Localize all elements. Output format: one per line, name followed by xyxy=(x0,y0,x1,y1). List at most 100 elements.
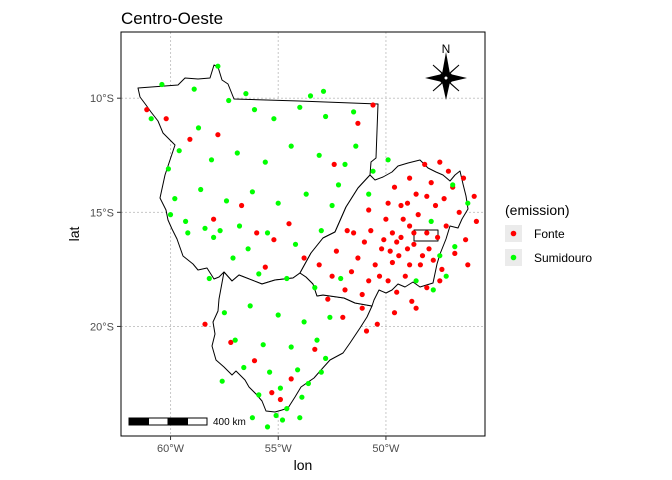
point-sumidouro xyxy=(353,143,359,149)
point-fonte xyxy=(361,239,367,245)
y-tick-label: 15°S xyxy=(90,207,114,219)
point-sumidouro xyxy=(267,369,273,375)
point-sumidouro xyxy=(247,303,253,309)
point-sumidouro xyxy=(450,182,456,188)
point-fonte xyxy=(435,234,441,240)
point-fonte xyxy=(325,296,331,302)
point-fonte xyxy=(271,237,277,243)
point-sumidouro xyxy=(327,314,333,320)
point-fonte xyxy=(407,262,413,268)
point-fonte xyxy=(385,278,391,284)
point-sumidouro xyxy=(159,81,165,88)
point-sumidouro xyxy=(275,200,281,206)
point-fonte xyxy=(441,196,447,202)
point-sumidouro xyxy=(195,125,202,131)
point-sumidouro xyxy=(288,143,294,149)
point-fonte xyxy=(355,120,361,126)
point-fonte xyxy=(428,180,434,186)
scale-segment xyxy=(167,417,188,426)
point-sumidouro xyxy=(465,200,471,206)
point-fonte xyxy=(344,228,350,234)
point-fonte xyxy=(460,175,467,181)
point-fonte xyxy=(437,278,443,284)
point-fonte xyxy=(202,321,208,327)
point-fonte xyxy=(389,259,395,266)
point-fonte xyxy=(391,310,398,316)
point-sumidouro xyxy=(249,189,255,195)
point-fonte xyxy=(424,230,430,236)
point-fonte xyxy=(333,248,339,254)
point-fonte xyxy=(342,287,348,293)
map-title: Centro-Oeste xyxy=(121,9,223,28)
point-sumidouro xyxy=(335,182,342,188)
y-axis-label: lat xyxy=(66,227,82,242)
point-fonte xyxy=(465,262,471,268)
point-sumidouro xyxy=(271,116,277,122)
point-sumidouro xyxy=(167,212,174,218)
point-fonte xyxy=(215,132,221,138)
point-fonte xyxy=(368,228,374,234)
point-fonte xyxy=(372,262,378,268)
point-fonte xyxy=(163,116,169,122)
point-sumidouro xyxy=(452,244,458,250)
point-fonte xyxy=(426,246,432,252)
point-fonte xyxy=(398,234,404,240)
point-fonte xyxy=(413,305,419,311)
point-sumidouro xyxy=(256,392,262,398)
point-sumidouro xyxy=(305,380,311,387)
point-sumidouro xyxy=(236,223,243,229)
point-fonte xyxy=(445,168,451,174)
point-sumidouro xyxy=(279,417,286,423)
point-sumidouro xyxy=(176,148,182,154)
point-fonte xyxy=(411,230,417,236)
x-axis-ticks: 60°W 55°W 50°W xyxy=(157,436,400,455)
point-fonte xyxy=(387,248,393,254)
point-sumidouro xyxy=(217,228,223,234)
point-fonte xyxy=(452,250,458,256)
point-sumidouro xyxy=(185,230,191,236)
legend-title: (emission) xyxy=(505,202,570,218)
point-fonte xyxy=(355,255,361,261)
point-sumidouro xyxy=(226,97,232,104)
point-sumidouro xyxy=(215,63,221,69)
point-fonte xyxy=(348,269,355,275)
point-fonte xyxy=(381,237,387,243)
point-fonte xyxy=(254,230,260,236)
point-fonte xyxy=(456,209,462,215)
point-sumidouro xyxy=(264,424,271,430)
legend-label-sumidouro: Sumidouro xyxy=(534,251,592,265)
point-sumidouro xyxy=(223,198,230,204)
point-fonte xyxy=(211,216,217,222)
point-sumidouro xyxy=(370,168,376,174)
point-sumidouro xyxy=(264,230,271,236)
point-sumidouro xyxy=(198,186,204,193)
point-sumidouro xyxy=(251,107,258,113)
scale-segment xyxy=(128,417,149,426)
point-fonte xyxy=(187,136,193,142)
point-fonte xyxy=(288,376,294,382)
point-fonte xyxy=(385,200,391,206)
point-sumidouro xyxy=(430,287,436,293)
point-sumidouro xyxy=(208,157,215,163)
point-sumidouro xyxy=(299,394,305,400)
point-sumidouro xyxy=(284,275,290,282)
compass-rose-icon xyxy=(425,52,467,100)
point-fonte xyxy=(391,184,398,190)
point-fonte xyxy=(409,298,415,304)
point-sumidouro xyxy=(288,344,294,350)
point-sumidouro xyxy=(221,310,227,316)
point-fonte xyxy=(262,264,268,270)
point-fonte xyxy=(439,266,445,272)
point-fonte xyxy=(398,202,404,209)
point-sumidouro xyxy=(295,367,301,373)
point-sumidouro xyxy=(366,191,372,197)
point-fonte xyxy=(312,346,318,352)
point-sumidouro xyxy=(148,116,154,122)
point-fonte xyxy=(430,257,436,263)
point-sumidouro xyxy=(385,157,391,163)
point-fonte xyxy=(413,191,419,197)
legend-key-fonte xyxy=(510,230,517,237)
point-fonte xyxy=(366,278,372,284)
point-sumidouro xyxy=(230,255,236,261)
